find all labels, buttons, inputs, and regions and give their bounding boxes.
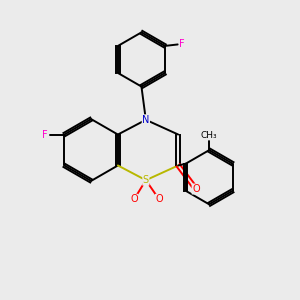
- Text: CH₃: CH₃: [201, 131, 217, 140]
- Text: S: S: [143, 175, 149, 185]
- Text: F: F: [179, 39, 185, 50]
- Text: F: F: [42, 130, 48, 140]
- Text: O: O: [155, 194, 163, 204]
- Text: N: N: [142, 115, 149, 125]
- Text: O: O: [130, 194, 138, 204]
- Text: O: O: [192, 184, 200, 194]
